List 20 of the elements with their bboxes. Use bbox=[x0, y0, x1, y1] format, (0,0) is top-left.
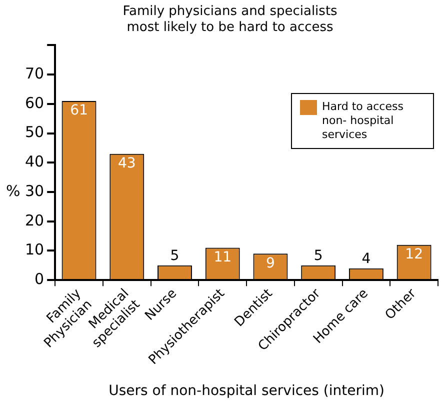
y-tick-label: 40 bbox=[24, 152, 44, 171]
data-label: 4 bbox=[362, 250, 371, 267]
x-axis-title: Users of non-hospital services (interim) bbox=[108, 383, 384, 400]
chart-title: Family physicians and specialists most likely to be hard to access bbox=[122, 4, 338, 35]
y-tick-label: 10 bbox=[24, 240, 44, 259]
y-tick-label: 60 bbox=[24, 94, 44, 112]
data-label: 12 bbox=[405, 246, 423, 262]
y-tick-label: 20 bbox=[24, 211, 44, 230]
y-tick-label: 30 bbox=[24, 182, 44, 200]
y-tick-label: 70 bbox=[24, 64, 44, 82]
data-label: 11 bbox=[214, 249, 232, 266]
data-label: 9 bbox=[266, 255, 275, 272]
y-tick-label: 0 bbox=[34, 270, 44, 288]
data-label: 61 bbox=[70, 102, 88, 119]
legend-label: Hard to access non- hospital services bbox=[322, 100, 404, 142]
data-label: 43 bbox=[118, 155, 136, 172]
data-label: 5 bbox=[170, 248, 180, 264]
y-tick-label: 50 bbox=[24, 123, 44, 142]
data-label: 5 bbox=[314, 248, 323, 264]
y-axis-title: % bbox=[6, 182, 20, 200]
